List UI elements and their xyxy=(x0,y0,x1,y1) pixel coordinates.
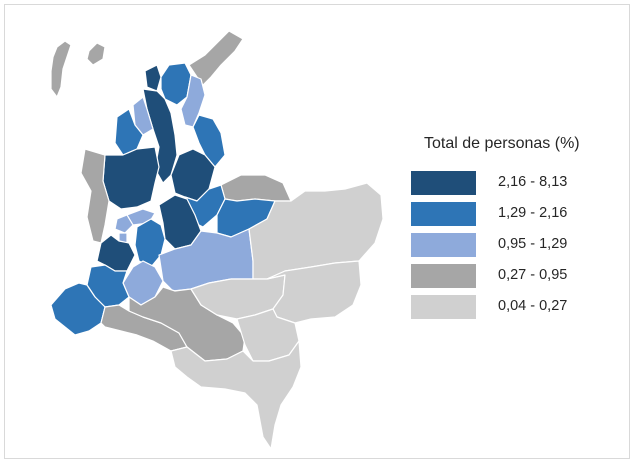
region-cordoba xyxy=(114,108,144,156)
region-san-andres xyxy=(50,40,106,98)
region-atlantico xyxy=(144,64,162,92)
legend-title: Total de personas (%) xyxy=(424,135,580,152)
region-choco xyxy=(80,148,110,244)
legend-label: 2,16 - 8,13 xyxy=(498,174,568,190)
region-amazonas xyxy=(170,340,302,450)
region-arauca xyxy=(220,174,292,202)
region-norte-de-santander xyxy=(192,114,226,168)
region-santander xyxy=(170,148,216,202)
legend-swatch xyxy=(411,233,476,257)
figure-frame: Total de personas (%) 2,16 - 8,13 1,29 -… xyxy=(4,4,630,459)
legend-swatch xyxy=(411,295,476,319)
region-guainia xyxy=(266,260,362,324)
legend-item: 0,95 - 1,29 xyxy=(405,233,625,264)
legend-label: 0,95 - 1,29 xyxy=(498,236,568,252)
region-risaralda xyxy=(114,214,134,234)
legend-swatch xyxy=(411,264,476,288)
legend-item: 0,27 - 0,95 xyxy=(405,264,625,295)
legend-swatch xyxy=(411,171,476,195)
legend-item: 1,29 - 2,16 xyxy=(405,202,625,233)
legend-label: 1,29 - 2,16 xyxy=(498,205,568,221)
legend-label: 0,04 - 0,27 xyxy=(498,298,568,314)
region-antioquia xyxy=(102,146,160,210)
region-cesar xyxy=(180,74,206,128)
legend-swatch xyxy=(411,202,476,226)
legend-item: 0,04 - 0,27 xyxy=(405,295,625,326)
region-valle-del-cauca xyxy=(96,234,136,272)
legend-label: 0,27 - 0,95 xyxy=(498,267,568,283)
legend: Total de personas (%) 2,16 - 8,13 1,29 -… xyxy=(405,135,625,326)
colombia-map xyxy=(50,30,384,450)
legend-item: 2,16 - 8,13 xyxy=(405,171,625,202)
